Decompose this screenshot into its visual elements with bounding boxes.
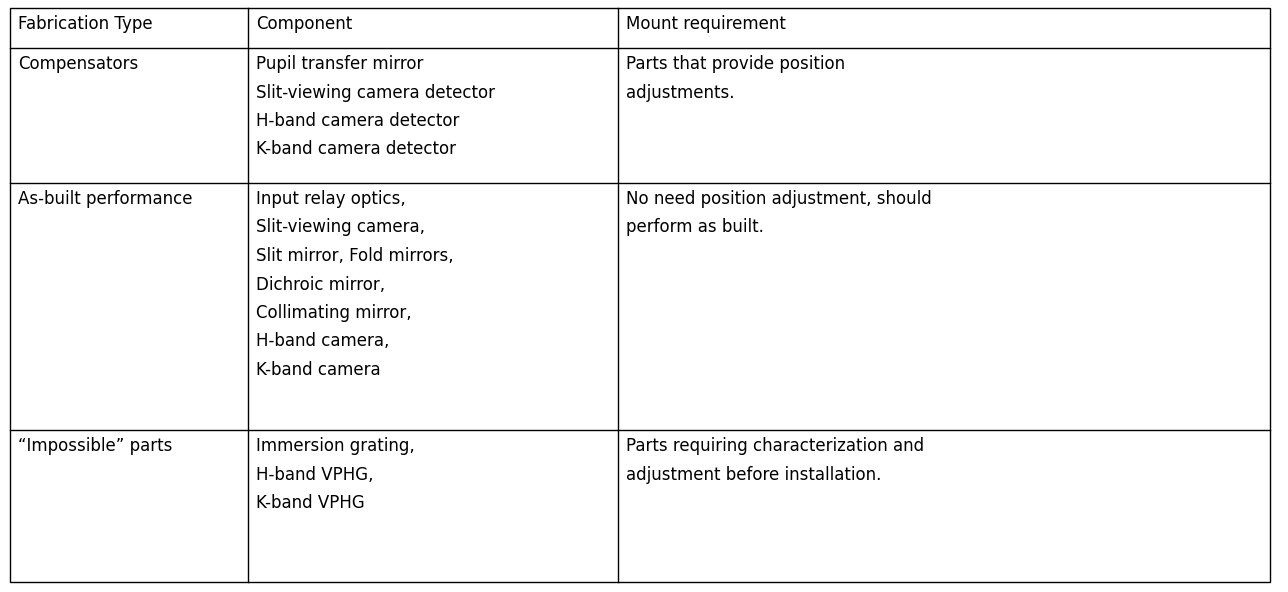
Text: Fabrication Type: Fabrication Type	[18, 15, 152, 33]
Text: Parts requiring characterization and
adjustment before installation.: Parts requiring characterization and adj…	[626, 437, 923, 484]
Text: Mount requirement: Mount requirement	[626, 15, 786, 33]
Text: Compensators: Compensators	[18, 55, 138, 73]
Text: Component: Component	[256, 15, 352, 33]
Text: Parts that provide position
adjustments.: Parts that provide position adjustments.	[626, 55, 845, 101]
Text: No need position adjustment, should
perform as built.: No need position adjustment, should perf…	[626, 190, 931, 236]
Text: Pupil transfer mirror
Slit-viewing camera detector
H-band camera detector
K-band: Pupil transfer mirror Slit-viewing camer…	[256, 55, 495, 159]
Text: Immersion grating,
H-band VPHG,
K-band VPHG: Immersion grating, H-band VPHG, K-band V…	[256, 437, 415, 512]
Text: As-built performance: As-built performance	[18, 190, 192, 208]
Text: “Impossible” parts: “Impossible” parts	[18, 437, 173, 455]
Text: Input relay optics,
Slit-viewing camera,
Slit mirror, Fold mirrors,
Dichroic mir: Input relay optics, Slit-viewing camera,…	[256, 190, 453, 379]
